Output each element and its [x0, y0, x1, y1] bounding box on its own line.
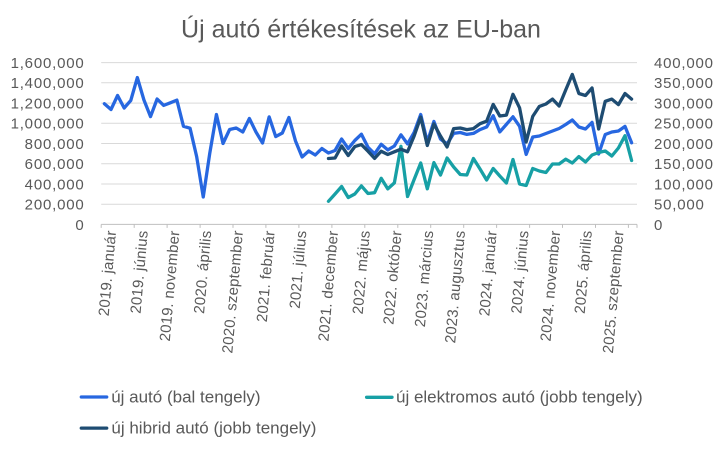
svg-text:200,000: 200,000 [25, 197, 85, 214]
svg-text:300,000: 300,000 [654, 96, 714, 113]
svg-text:1,200,000: 1,200,000 [11, 96, 85, 113]
svg-text:200,000: 200,000 [654, 136, 714, 153]
svg-text:600,000: 600,000 [25, 156, 85, 173]
svg-text:1,600,000: 1,600,000 [11, 55, 85, 72]
svg-text:400,000: 400,000 [654, 55, 714, 72]
svg-text:2021. július: 2021. július [287, 230, 311, 309]
svg-text:150,000: 150,000 [654, 156, 714, 173]
svg-text:1,400,000: 1,400,000 [11, 75, 85, 92]
svg-text:50,000: 50,000 [654, 197, 705, 214]
svg-text:1,000,000: 1,000,000 [11, 116, 85, 133]
svg-text:100,000: 100,000 [654, 176, 714, 193]
svg-text:új hibrid autó (jobb tengely): új hibrid autó (jobb tengely) [111, 418, 316, 437]
svg-text:0: 0 [654, 217, 663, 234]
svg-text:350,000: 350,000 [654, 75, 714, 92]
svg-text:800,000: 800,000 [25, 136, 85, 153]
svg-text:új autó (bal tengely): új autó (bal tengely) [111, 387, 260, 406]
svg-text:250,000: 250,000 [654, 116, 714, 133]
svg-text:Új autó értékesítések az EU-ba: Új autó értékesítések az EU-ban [181, 15, 541, 44]
svg-text:400,000: 400,000 [25, 176, 85, 193]
svg-text:0: 0 [75, 217, 84, 234]
svg-text:új elektromos autó (jobb tenge: új elektromos autó (jobb tengely) [396, 388, 643, 407]
